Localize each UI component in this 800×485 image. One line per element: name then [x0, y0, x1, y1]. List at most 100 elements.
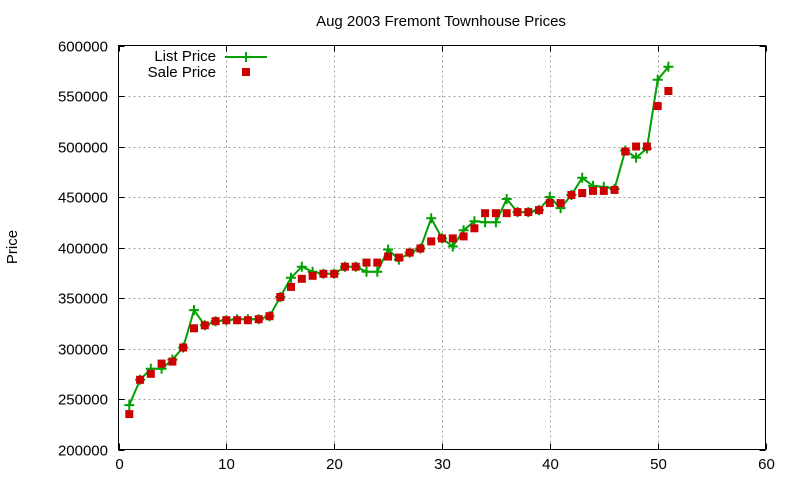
- sale-price-point-square-icon: [438, 234, 446, 243]
- sale-price-point-square-icon: [200, 321, 209, 330]
- legend-square-icon: [242, 68, 250, 76]
- y-tick-label: 350000: [58, 291, 108, 308]
- sale-price-point-square-icon: [265, 312, 274, 321]
- y-axis-ticks: 200000 250000 300000 350000 400000 450000 5000…: [58, 39, 766, 460]
- x-tick-label: 60: [758, 456, 775, 473]
- sale-price-point-square-icon: [589, 186, 597, 195]
- plot-border: [118, 45, 766, 450]
- list-price-point-plus-icon: [631, 152, 642, 163]
- sale-price-point-square-icon: [416, 244, 425, 253]
- series-list-price: [124, 61, 674, 411]
- legend-label-list-price: List Price: [154, 48, 216, 65]
- sale-price-point-square-icon: [632, 142, 641, 151]
- list-price-line: [128, 66, 670, 406]
- grid-lines: [118, 45, 766, 450]
- list-price-point-plus-icon: [490, 217, 501, 228]
- x-tick-label: 0: [115, 456, 123, 473]
- list-price-point-plus-icon: [447, 241, 458, 252]
- y-tick-label: 450000: [58, 190, 108, 207]
- y-tick-label: 200000: [58, 443, 108, 460]
- sale-price-point-square-icon: [491, 209, 500, 218]
- x-tick-label: 50: [650, 456, 667, 473]
- sale-price-point-square-icon: [599, 186, 608, 195]
- sale-price-point-square-icon: [545, 199, 554, 208]
- sale-price-point-square-icon: [319, 269, 328, 278]
- legend: List Price Sale Price: [148, 48, 267, 81]
- sale-price-point-square-icon: [254, 315, 263, 324]
- sale-price-point-square-icon: [481, 209, 490, 218]
- list-price-point-plus-icon: [652, 74, 663, 85]
- sale-price-point-square-icon: [664, 87, 673, 95]
- sale-price-point-square-icon: [157, 359, 166, 368]
- x-tick-label: 30: [434, 456, 451, 473]
- sale-price-point-square-icon: [642, 142, 651, 151]
- series-sale-price: [125, 87, 673, 419]
- sale-price-point-square-icon: [427, 237, 436, 246]
- list-price-point-plus-icon: [663, 61, 674, 72]
- sale-price-point-square-icon: [513, 208, 522, 217]
- sale-price-point-square-icon: [362, 258, 371, 267]
- chart-title: Aug 2003 Fremont Townhouse Prices: [316, 13, 566, 30]
- list-price-point-plus-icon: [372, 266, 383, 277]
- list-price-point-plus-icon: [189, 305, 199, 316]
- sale-price-point-square-icon: [211, 317, 220, 326]
- list-price-point-plus-icon: [577, 172, 588, 183]
- sale-price-point-square-icon: [168, 357, 177, 366]
- y-tick-label: 550000: [58, 89, 108, 106]
- list-price-point-plus-icon: [426, 213, 437, 224]
- sale-price-point-square-icon: [243, 316, 252, 325]
- y-tick-label: 250000: [58, 392, 108, 409]
- y-tick-label: 600000: [58, 39, 108, 56]
- sale-price-point-square-icon: [535, 206, 543, 215]
- x-tick-label: 40: [542, 456, 559, 473]
- sale-price-point-square-icon: [610, 185, 619, 194]
- list-price-point-plus-icon: [124, 400, 135, 411]
- list-price-point-plus-icon: [480, 217, 491, 228]
- sale-price-point-square-icon: [340, 262, 349, 271]
- legend-plus-icon: [241, 52, 251, 62]
- sale-price-point-square-icon: [373, 258, 382, 267]
- sale-price-point-square-icon: [459, 232, 468, 241]
- y-tick-label: 500000: [58, 140, 108, 157]
- sale-price-point-square-icon: [287, 282, 295, 291]
- sale-price-point-square-icon: [470, 224, 479, 233]
- sale-price-point-square-icon: [276, 293, 285, 301]
- sale-price-point-square-icon: [190, 324, 198, 333]
- x-tick-label: 20: [326, 456, 343, 473]
- sale-price-point-square-icon: [384, 252, 393, 261]
- x-tick-label: 10: [218, 456, 235, 473]
- y-axis-label: Price: [4, 230, 21, 264]
- sale-price-point-square-icon: [524, 208, 533, 217]
- sale-price-point-square-icon: [567, 191, 576, 199]
- sale-price-point-square-icon: [136, 375, 145, 384]
- list-price-point-plus-icon: [361, 266, 372, 277]
- sale-price-point-square-icon: [394, 253, 403, 262]
- sale-price-point-square-icon: [578, 189, 587, 197]
- sale-price-point-square-icon: [556, 199, 565, 208]
- list-price-point-plus-icon: [286, 272, 296, 283]
- list-price-point-plus-icon: [501, 194, 512, 204]
- list-price-point-plus-icon: [296, 261, 307, 272]
- sale-price-point-square-icon: [233, 316, 242, 325]
- legend-item-sale-price: Sale Price: [148, 64, 250, 81]
- sale-price-point-square-icon: [502, 209, 511, 218]
- sale-price-point-square-icon: [405, 248, 414, 257]
- sale-price-point-square-icon: [653, 102, 662, 111]
- legend-item-list-price: List Price: [154, 48, 267, 65]
- sale-price-point-square-icon: [146, 369, 155, 378]
- y-tick-label: 300000: [58, 342, 108, 359]
- sale-price-point-square-icon: [297, 274, 306, 283]
- sale-price-point-square-icon: [179, 343, 188, 352]
- legend-label-sale-price: Sale Price: [148, 64, 216, 81]
- sale-price-point-square-icon: [621, 147, 630, 156]
- sale-price-point-square-icon: [448, 234, 457, 243]
- sale-price-point-square-icon: [351, 262, 360, 271]
- y-tick-label: 400000: [58, 241, 108, 258]
- sale-price-point-square-icon: [222, 316, 231, 325]
- x-axis-ticks: 0 10 20 30 40 50 60: [115, 45, 775, 473]
- sale-price-point-square-icon: [125, 410, 134, 419]
- sale-price-point-square-icon: [330, 269, 339, 278]
- sale-price-point-square-icon: [308, 271, 317, 280]
